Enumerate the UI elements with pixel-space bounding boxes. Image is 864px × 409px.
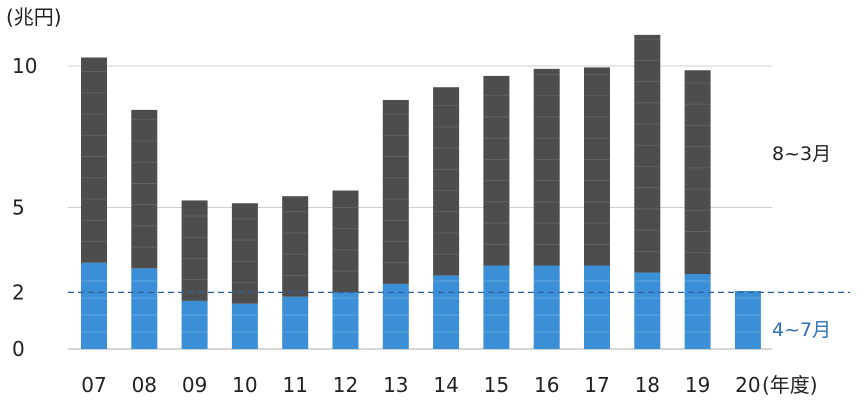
bars — [81, 34, 761, 349]
x-tick-label: 19 — [685, 373, 710, 397]
x-tick-label: 11 — [282, 373, 307, 397]
bar-8-3-18 — [634, 34, 661, 273]
x-tick-label: 12 — [333, 373, 358, 397]
y-tick-label: 2 — [12, 280, 25, 304]
x-tick-label: 20 — [735, 373, 760, 397]
bar-4-7-15 — [483, 265, 510, 349]
bar-4-7-19 — [684, 274, 711, 349]
bar-4-7-16 — [533, 265, 560, 349]
bar-4-7-14 — [433, 275, 460, 349]
x-tick-label: 13 — [383, 373, 408, 397]
bar-8-3-10 — [231, 203, 258, 304]
bar-8-3-16 — [533, 68, 560, 266]
bar-4-7-11 — [282, 296, 309, 349]
y-tick-label: 0 — [12, 337, 25, 361]
x-tick-label: 07 — [81, 373, 106, 397]
bar-8-3-15 — [483, 75, 510, 266]
bar-4-7-13 — [382, 283, 409, 349]
x-tick-label: 15 — [484, 373, 509, 397]
legend-4-7: 4~7月 — [772, 319, 831, 341]
x-tick-label: 16 — [534, 373, 559, 397]
bar-8-3-14 — [433, 87, 460, 276]
bar-8-3-17 — [584, 67, 610, 266]
legend-8-3: 8~3月 — [772, 143, 831, 165]
bar-8-3-08 — [131, 109, 158, 269]
x-tick-label: 10 — [232, 373, 257, 397]
x-tick-label: 09 — [182, 373, 207, 397]
y-tick-label: 5 — [12, 196, 25, 220]
bar-8-3-13 — [382, 99, 409, 284]
bar-4-7-08 — [131, 268, 158, 349]
x-tick-label: 14 — [433, 373, 458, 397]
bar-4-7-18 — [634, 272, 661, 349]
x-tick-label: 18 — [635, 373, 660, 397]
bar-4-7-09 — [181, 300, 208, 349]
bar-4-7-12 — [332, 292, 359, 349]
gridlines — [68, 65, 772, 350]
bar-4-7-10 — [231, 303, 258, 349]
bar-8-3-19 — [684, 70, 711, 275]
bar-8-3-09 — [181, 200, 208, 301]
bar-8-3-12 — [332, 190, 359, 293]
bar-4-7-17 — [584, 265, 610, 349]
y-tick-label: 10 — [12, 54, 37, 78]
labels: 0 2 5 10 07 08 09 10 11 12 13 14 15 16 17 18 19 20 — [12, 54, 761, 397]
bar-8-3-07 — [81, 57, 107, 263]
x-tick-label: 17 — [584, 373, 609, 397]
x-unit-label: (年度) — [762, 373, 818, 397]
bar-4-7-20 — [734, 290, 761, 349]
y-unit-label: (兆円) — [6, 5, 62, 29]
bar-8-3-11 — [282, 196, 309, 297]
x-tick-label: 08 — [132, 373, 157, 397]
bar-4-7-07 — [81, 262, 107, 349]
